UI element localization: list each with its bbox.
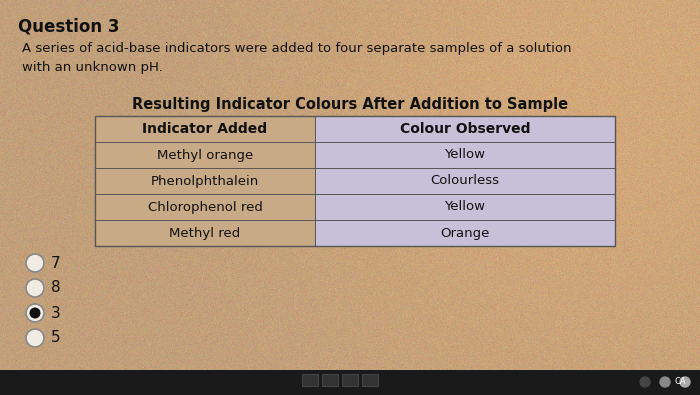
Circle shape xyxy=(680,377,690,387)
Bar xyxy=(315,116,615,246)
Text: Phenolphthalein: Phenolphthalein xyxy=(151,175,259,188)
Circle shape xyxy=(29,307,41,318)
Circle shape xyxy=(660,377,670,387)
Circle shape xyxy=(26,329,44,347)
Bar xyxy=(95,116,315,246)
Bar xyxy=(0,370,700,395)
Text: Indicator Added: Indicator Added xyxy=(142,122,267,136)
Circle shape xyxy=(26,254,44,272)
Bar xyxy=(302,374,318,386)
Text: 5: 5 xyxy=(51,331,61,346)
Text: A series of acid-base indicators were added to four separate samples of a soluti: A series of acid-base indicators were ad… xyxy=(22,42,571,74)
Text: Yellow: Yellow xyxy=(444,201,486,214)
Text: 7: 7 xyxy=(51,256,61,271)
Text: Orange: Orange xyxy=(440,226,490,239)
Text: 3: 3 xyxy=(51,305,61,320)
Bar xyxy=(362,374,378,386)
Bar xyxy=(322,374,338,386)
Text: Methyl orange: Methyl orange xyxy=(157,149,253,162)
Text: Resulting Indicator Colours After Addition to Sample: Resulting Indicator Colours After Additi… xyxy=(132,97,568,112)
Text: Chlorophenol red: Chlorophenol red xyxy=(148,201,262,214)
Text: Colour Observed: Colour Observed xyxy=(400,122,531,136)
Text: Colourless: Colourless xyxy=(430,175,500,188)
Circle shape xyxy=(640,377,650,387)
Text: 8: 8 xyxy=(51,280,61,295)
Bar xyxy=(342,374,358,386)
Text: Yellow: Yellow xyxy=(444,149,486,162)
Circle shape xyxy=(26,304,44,322)
Text: Methyl red: Methyl red xyxy=(169,226,241,239)
Bar xyxy=(95,116,615,246)
Text: Question 3: Question 3 xyxy=(18,18,120,36)
Circle shape xyxy=(26,279,44,297)
Text: CA: CA xyxy=(674,378,686,386)
